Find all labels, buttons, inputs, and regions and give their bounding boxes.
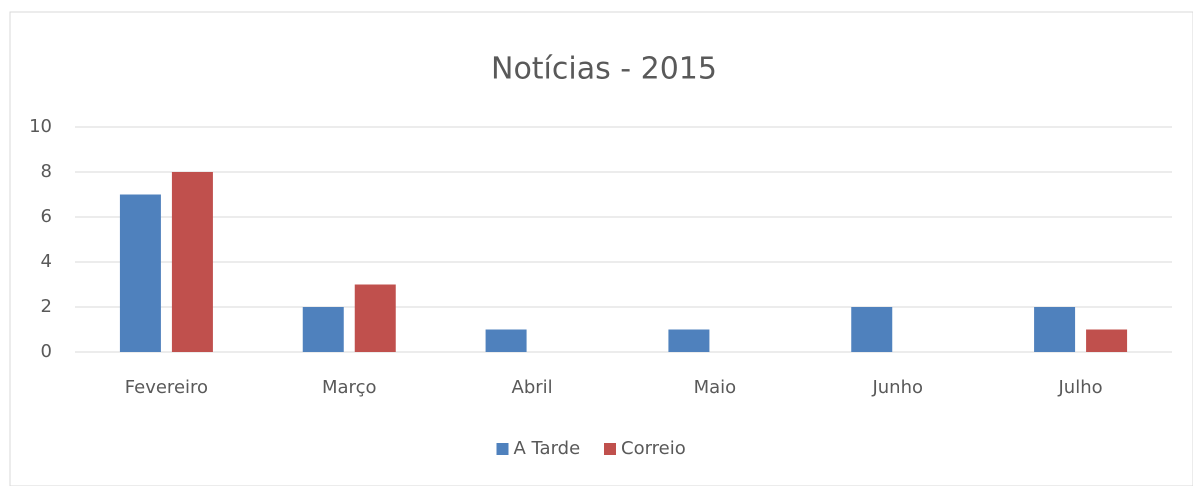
y-tick-label: 2 — [41, 296, 52, 317]
x-tick-label: Março — [322, 377, 376, 398]
x-tick-label: Julho — [1058, 377, 1103, 398]
bar — [668, 329, 710, 352]
legend-swatch — [604, 443, 616, 455]
bar — [485, 329, 527, 352]
y-tick-label: 8 — [41, 161, 52, 182]
bar — [171, 172, 213, 352]
x-tick-label: Junho — [871, 377, 923, 398]
bar — [354, 284, 396, 352]
chart-title: Notícias - 2015 — [491, 52, 717, 87]
y-tick-label: 6 — [41, 206, 52, 227]
y-tick-label: 0 — [41, 341, 52, 362]
bar — [1086, 329, 1128, 352]
bar — [302, 307, 344, 352]
y-tick-label: 4 — [41, 251, 52, 272]
bar — [119, 194, 161, 352]
x-tick-label: Fevereiro — [125, 377, 208, 398]
x-tick-label: Maio — [694, 377, 737, 398]
legend-swatch — [496, 443, 509, 455]
x-tick-label: Abril — [512, 377, 553, 398]
y-tick-label: 10 — [29, 116, 52, 137]
bar — [851, 307, 893, 352]
legend-label: Correio — [621, 438, 686, 459]
bar — [1034, 307, 1076, 352]
legend-label: A Tarde — [514, 438, 581, 459]
